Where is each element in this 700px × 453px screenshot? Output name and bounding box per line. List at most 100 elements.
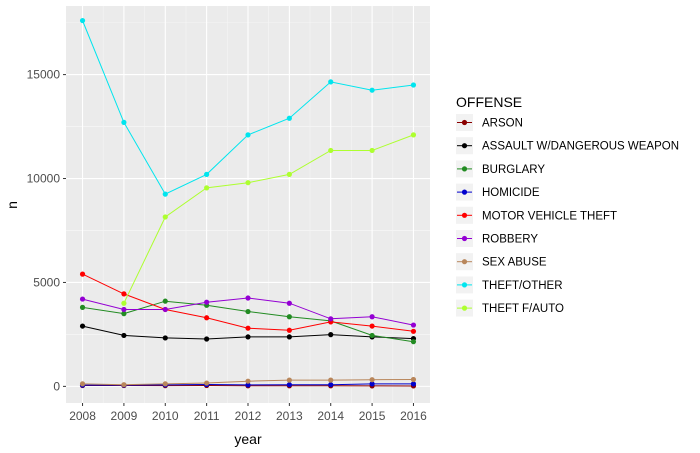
data-point-assault-w-dangerous-weapon <box>162 335 168 341</box>
data-point-homicide <box>410 381 417 387</box>
data-point-theft-other <box>369 87 375 93</box>
data-point-assault-w-dangerous-weapon <box>79 323 86 329</box>
data-point-motor-vehicle-theft <box>286 327 292 333</box>
legend-key-point <box>461 305 468 311</box>
data-point-theft-other <box>245 132 251 138</box>
data-point-theft-f-auto <box>121 300 127 306</box>
data-point-robbery <box>286 300 292 306</box>
data-point-theft-other <box>410 82 417 88</box>
series-layer <box>79 17 417 389</box>
data-point-sex-abuse <box>328 377 334 383</box>
data-point-robbery <box>245 295 251 301</box>
y-tick-label: 15000 <box>27 68 61 82</box>
x-axis-ticks: 2008 2009 2010 2011 2012 2013 2014 2015 2016 <box>69 403 427 423</box>
data-point-theft-other <box>204 171 210 177</box>
data-point-burglary <box>162 298 168 304</box>
data-point-homicide <box>286 382 292 388</box>
data-point-motor-vehicle-theft <box>245 325 251 331</box>
data-point-theft-other <box>162 191 168 197</box>
legend-label-assault-w-dangerous-weapon: ASSAULT W/DANGEROUS WEAPON <box>482 141 679 153</box>
legend-key-point <box>461 282 468 288</box>
data-point-sex-abuse <box>410 376 417 383</box>
data-point-motor-vehicle-theft <box>410 328 417 334</box>
data-point-burglary <box>245 308 251 315</box>
legend-key-point <box>461 235 468 242</box>
y-tick-label: 10000 <box>27 172 61 186</box>
y-axis-title: n <box>4 201 20 209</box>
data-point-theft-f-auto <box>328 147 334 154</box>
x-tick-label: 2009 <box>111 409 138 423</box>
data-point-theft-other <box>79 17 86 24</box>
data-point-robbery <box>328 316 334 322</box>
y-axis-ticks: 0 5000 10000 15000 <box>27 68 66 393</box>
legend-label-sex-abuse: SEX ABUSE <box>482 257 547 269</box>
x-tick-label: 2012 <box>235 409 262 423</box>
data-point-motor-vehicle-theft <box>79 271 86 277</box>
legend-label-theft-f-auto: THEFT F/AUTO <box>482 303 564 315</box>
data-point-theft-f-auto <box>286 171 292 177</box>
x-tick-label: 2016 <box>400 409 427 423</box>
data-point-theft-f-auto <box>204 185 210 191</box>
x-tick-label: 2015 <box>359 409 386 423</box>
data-point-motor-vehicle-theft <box>204 315 210 321</box>
data-point-theft-f-auto <box>410 132 417 138</box>
data-point-sex-abuse <box>79 381 86 387</box>
legend-key-point <box>461 143 468 149</box>
data-point-robbery <box>162 306 168 313</box>
legend-key-point <box>461 166 468 172</box>
data-point-sex-abuse <box>121 382 127 388</box>
data-point-assault-w-dangerous-weapon <box>204 336 210 342</box>
data-point-burglary <box>121 311 127 317</box>
data-point-burglary <box>369 332 375 339</box>
data-point-theft-f-auto <box>369 147 375 154</box>
legend-label-theft-other: THEFT/OTHER <box>482 280 563 292</box>
legend-label-motor-vehicle-theft: MOTOR VEHICLE THEFT <box>482 210 617 222</box>
data-point-sex-abuse <box>245 378 251 384</box>
data-point-motor-vehicle-theft <box>369 323 375 329</box>
data-point-assault-w-dangerous-weapon <box>121 332 127 339</box>
legend-label-robbery: ROBBERY <box>482 234 538 246</box>
x-tick-label: 2011 <box>194 409 220 423</box>
data-point-burglary <box>410 339 417 345</box>
y-tick-label: 5000 <box>33 275 60 289</box>
series-line-theft-f-auto <box>123 134 414 304</box>
data-point-theft-f-auto <box>245 180 251 186</box>
x-axis-title: year <box>234 431 262 447</box>
y-tick-label: 0 <box>53 379 60 393</box>
data-point-homicide <box>245 382 251 388</box>
data-point-theft-other <box>328 79 334 85</box>
data-point-theft-other <box>121 119 127 125</box>
x-tick-label: 2013 <box>276 409 303 423</box>
data-point-homicide <box>328 382 334 388</box>
x-tick-label: 2008 <box>69 409 96 423</box>
data-point-assault-w-dangerous-weapon <box>245 334 251 340</box>
data-point-assault-w-dangerous-weapon <box>328 332 334 338</box>
data-point-theft-f-auto <box>162 214 168 220</box>
data-point-homicide <box>369 381 375 387</box>
x-tick-label: 2010 <box>152 409 179 423</box>
legend-key-point <box>461 212 468 218</box>
legend-key-point <box>461 259 468 265</box>
legend-key-point <box>461 189 468 195</box>
data-point-robbery <box>79 296 86 302</box>
legend-title: OFFENSE <box>456 94 522 110</box>
data-point-robbery <box>369 314 375 320</box>
data-point-assault-w-dangerous-weapon <box>286 334 292 340</box>
data-point-sex-abuse <box>369 377 375 383</box>
legend: OFFENSE ARSON ASSAULT W/DANGEROUS WEAPON B… <box>456 94 679 317</box>
data-point-robbery <box>204 299 210 305</box>
legend-key-point <box>461 119 468 126</box>
data-point-burglary <box>79 304 86 310</box>
data-point-sex-abuse <box>162 381 168 387</box>
data-point-sex-abuse <box>286 377 292 383</box>
data-point-robbery <box>121 306 127 313</box>
data-point-robbery <box>410 322 417 328</box>
data-point-burglary <box>286 314 292 320</box>
data-point-theft-other <box>286 115 292 121</box>
legend-label-arson: ARSON <box>482 118 523 130</box>
data-point-motor-vehicle-theft <box>121 291 127 297</box>
legend-label-burglary: BURGLARY <box>482 164 545 176</box>
legend-label-homicide: HOMICIDE <box>482 187 540 199</box>
x-tick-label: 2014 <box>317 409 344 423</box>
